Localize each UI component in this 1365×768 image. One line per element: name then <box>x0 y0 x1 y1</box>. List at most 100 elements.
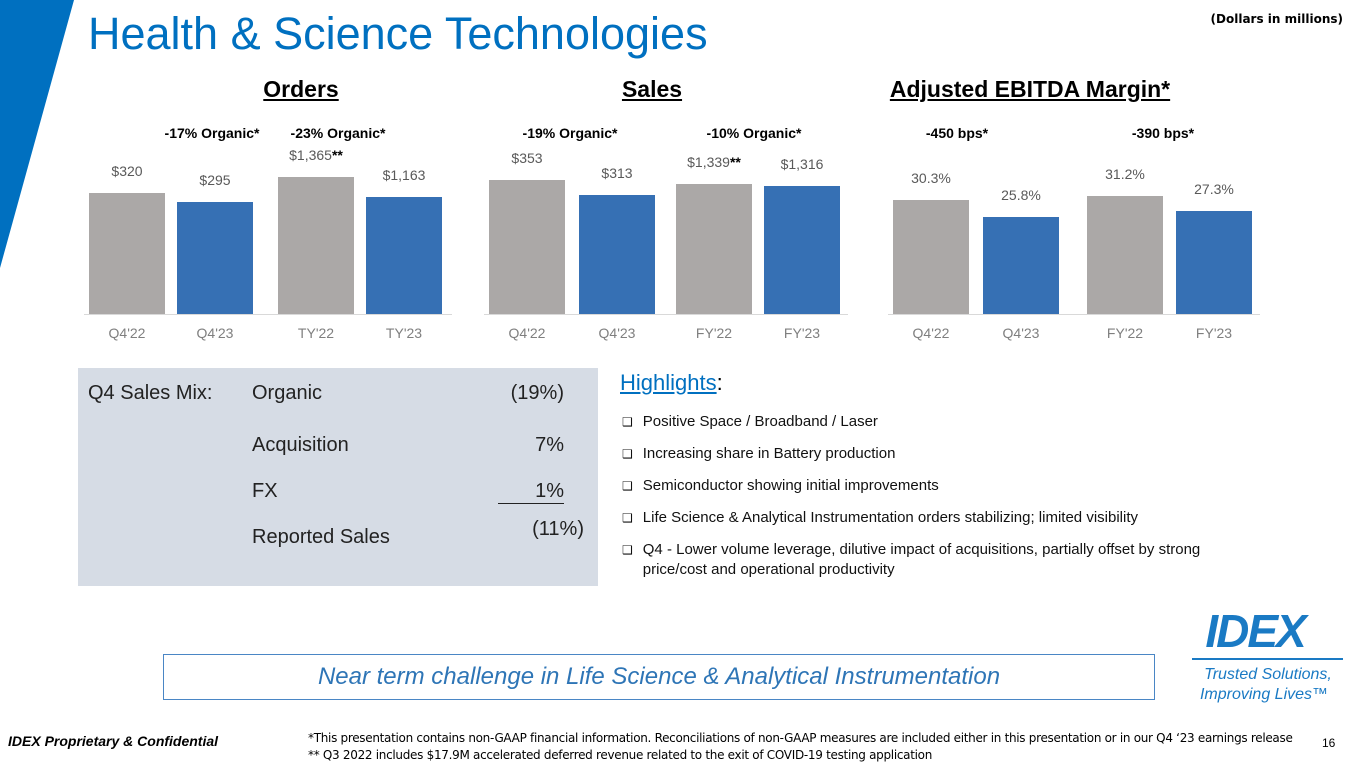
mix-label: Organic <box>252 382 323 404</box>
data-label-value: 31.2% <box>1105 166 1145 182</box>
callout-banner: Near term challenge in Life Science & An… <box>163 654 1155 700</box>
highlight-item: ❑ Q4 - Lower volume leverage, dilutive im… <box>622 540 1242 580</box>
checkbox-bullet-icon: ❑ <box>622 511 633 525</box>
highlight-text: Semiconductor showing initial improvemen… <box>642 477 939 494</box>
highlight-text: Life Science & Analytical Instrumentatio… <box>642 509 1138 526</box>
sales-heading: Sales <box>621 76 683 102</box>
data-label: $353 <box>511 150 542 166</box>
data-label-value: 30.3% <box>911 170 951 186</box>
organic-change-label: -17% Organic* <box>164 125 260 141</box>
x-tick-label: Q4'22 <box>108 325 146 341</box>
bar <box>177 202 253 314</box>
highlights-title: Highlights: <box>620 370 723 396</box>
highlight-text: Increasing share in Battery production <box>642 445 896 462</box>
highlight-item: ❑ Positive Space / Broadband / Laser <box>622 412 1242 432</box>
ebitda-heading: Adjusted EBITDA Margin* <box>889 76 1171 102</box>
confidential-label: IDEX Proprietary & Confidential <box>8 733 219 749</box>
data-label: $1,163 <box>383 167 426 183</box>
checkbox-bullet-icon: ❑ <box>622 447 633 461</box>
bar <box>676 184 752 314</box>
footnote-marker: ** <box>331 147 343 163</box>
x-tick-label: TY'23 <box>385 325 423 341</box>
data-label-value: $1,339 <box>687 154 730 170</box>
highlights-colon: : <box>716 370 723 395</box>
data-label-value: $1,316 <box>780 156 824 173</box>
svg-text:IDEX: IDEX <box>1205 605 1309 657</box>
organic-change-label: -23% Organic* <box>290 125 386 141</box>
data-label: $313 <box>601 165 632 181</box>
logo-tagline: Improving Lives™ <box>1200 686 1328 703</box>
x-axis-line <box>84 314 452 315</box>
data-label-value: $353 <box>511 150 543 166</box>
checkbox-bullet-icon: ❑ <box>622 543 633 557</box>
mix-heading: Q4 Sales Mix: <box>88 382 213 404</box>
x-tick-label: FY'22 <box>1106 325 1144 341</box>
x-axis-line <box>888 314 1260 315</box>
x-tick-label: Q4'23 <box>196 325 234 341</box>
orders-heading: Orders <box>263 76 339 102</box>
data-label: 30.3% <box>911 170 951 186</box>
idex-logo-mark: IDEX Trusted Solutions, Improving Lives™ <box>1192 605 1343 703</box>
organic-change-label: -450 bps* <box>925 125 989 141</box>
mix-value: 1% <box>498 480 564 504</box>
x-tick-label: TY'22 <box>297 325 335 341</box>
x-tick-label: Q4'23 <box>1002 325 1040 341</box>
data-label: $1,339** <box>687 154 741 170</box>
mix-value: (11%) <box>532 518 584 540</box>
x-tick-label: FY'22 <box>695 325 733 341</box>
data-label: $1,316 <box>781 156 824 172</box>
mix-label: Acquisition <box>252 434 349 456</box>
highlight-item: ❑ Increasing share in Battery production <box>622 444 1242 464</box>
bar <box>278 177 354 314</box>
bar <box>489 180 565 314</box>
highlight-item: ❑ Semiconductor showing initial improveme… <box>622 476 1242 496</box>
x-tick-label: FY'23 <box>1195 325 1233 341</box>
units-note: (Dollars in millions) <box>1210 12 1343 26</box>
x-tick-label: FY'23 <box>783 325 821 341</box>
data-label: 27.3% <box>1194 181 1234 197</box>
highlight-item: ❑ Life Science & Analytical Instrumentati… <box>622 508 1242 528</box>
data-label-value: 25.8% <box>1001 186 1041 203</box>
mix-label: FX <box>252 480 278 502</box>
x-axis-line <box>484 314 848 315</box>
organic-change-label: -390 bps* <box>1131 125 1195 141</box>
mix-value: 7% <box>535 434 564 456</box>
highlights-label: Highlights <box>620 370 717 395</box>
decorative-stripe <box>0 0 74 268</box>
logo-tagline: Trusted Solutions, <box>1204 666 1332 683</box>
sales-mix-box: Q4 Sales Mix: Organic (19%) Acquisition … <box>78 368 598 586</box>
organic-change-label: -19% Organic* <box>522 125 618 141</box>
bar <box>579 195 655 314</box>
data-label-value: $320 <box>111 163 143 179</box>
highlight-text: Q4 - Lower volume leverage, dilutive imp… <box>642 541 1201 578</box>
data-label: $320 <box>111 163 142 179</box>
organic-change-label: -10% Organic* <box>706 125 802 141</box>
bar <box>893 200 969 314</box>
highlight-text: Positive Space / Broadband / Laser <box>642 413 878 430</box>
data-label-value: $1,365 <box>289 147 332 163</box>
page-number: 16 <box>1322 736 1336 750</box>
footnote: ** Q3 2022 includes $17.9M accelerated d… <box>308 748 933 762</box>
mix-label: Reported Sales <box>252 526 390 548</box>
checkbox-bullet-icon: ❑ <box>622 479 633 493</box>
mix-value: (19%) <box>510 382 564 404</box>
page-title: Health & Science Technologies <box>88 8 708 59</box>
bar <box>764 186 840 314</box>
x-tick-label: Q4'23 <box>598 325 636 341</box>
data-label: $1,365** <box>289 147 343 163</box>
data-label-value: $295 <box>199 172 231 189</box>
bar <box>366 197 442 314</box>
bar <box>983 216 1059 314</box>
data-label: 31.2% <box>1105 166 1145 182</box>
data-label-value: $313 <box>601 165 633 182</box>
x-tick-label: Q4'22 <box>508 325 546 341</box>
footnote: *This presentation contains non-GAAP fin… <box>308 731 1293 745</box>
data-label-value: 27.3% <box>1194 180 1234 197</box>
footnote-marker: ** <box>729 154 741 170</box>
idex-logo: IDEX Trusted Solutions, Improving Lives™ <box>1160 605 1350 705</box>
data-label: 25.8% <box>1001 187 1041 203</box>
x-tick-label: Q4'22 <box>912 325 950 341</box>
data-label-value: $1,163 <box>382 167 426 184</box>
bar <box>1176 210 1252 314</box>
data-label: $295 <box>199 172 230 188</box>
